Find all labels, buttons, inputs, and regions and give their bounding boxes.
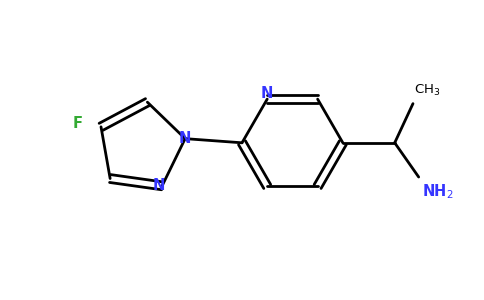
- Text: N: N: [179, 131, 191, 146]
- Text: N: N: [261, 86, 273, 101]
- Text: F: F: [73, 116, 83, 131]
- Text: N: N: [152, 178, 165, 193]
- Text: CH$_3$: CH$_3$: [414, 83, 441, 98]
- Text: NH$_2$: NH$_2$: [422, 183, 453, 202]
